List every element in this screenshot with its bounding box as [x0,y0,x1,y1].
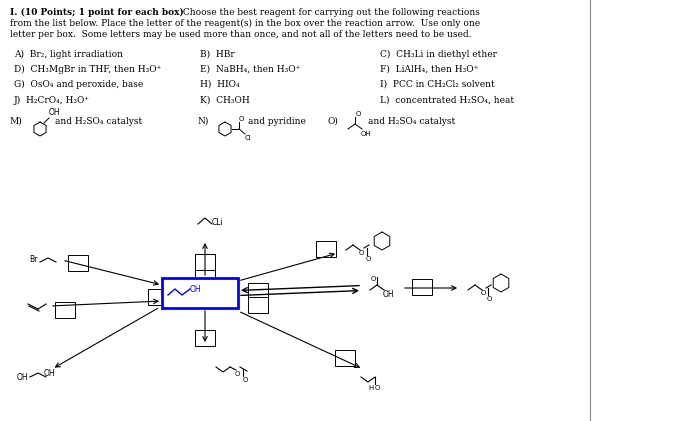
Text: O: O [356,111,361,117]
Text: F)  LiAlH₄, then H₃O⁺: F) LiAlH₄, then H₃O⁺ [380,65,478,74]
Text: Br: Br [29,256,38,264]
Text: OH: OH [16,373,28,382]
Text: H: H [369,385,374,391]
Text: O: O [370,276,376,282]
Bar [412,279,432,295]
Text: and H₂SO₄ catalyst: and H₂SO₄ catalyst [368,117,455,126]
Text: I. (10 Points; 1 point for each box): I. (10 Points; 1 point for each box) [10,8,183,17]
Bar [316,241,336,257]
Text: OH: OH [49,108,61,117]
Text: O): O) [327,117,338,126]
Text: OH: OH [361,131,372,137]
Text: Cl: Cl [245,135,252,141]
Text: N): N) [197,117,209,126]
Text: Choose the best reagent for carrying out the following reactions: Choose the best reagent for carrying out… [180,8,480,17]
Bar [195,330,215,346]
Text: C)  CH₃Li in diethyl ether: C) CH₃Li in diethyl ether [380,50,497,59]
Text: O: O [359,250,365,256]
Text: CLi: CLi [212,218,224,227]
Text: OH: OH [383,290,395,299]
Text: O: O [239,116,244,122]
Bar [248,297,268,313]
Text: M): M) [10,117,22,126]
Text: O: O [481,290,486,296]
Text: L)  concentrated H₂SO₄, heat: L) concentrated H₂SO₄, heat [380,96,514,105]
Text: E)  NaBH₄, then H₃O⁺: E) NaBH₄, then H₃O⁺ [200,65,300,74]
Text: B)  HBr: B) HBr [200,50,235,59]
Bar [248,283,268,299]
Text: D)  CH₃MgBr in THF, then H₃O⁺: D) CH₃MgBr in THF, then H₃O⁺ [14,65,162,74]
Text: H)  HIO₄: H) HIO₄ [200,80,239,89]
Bar [162,278,238,308]
Text: J)  H₂CrO₄, H₃O⁺: J) H₂CrO₄, H₃O⁺ [14,96,90,105]
Text: O: O [487,296,492,302]
Text: letter per box.  Some letters may be used more than once, and not all of the let: letter per box. Some letters may be used… [10,30,472,39]
Bar [148,289,168,305]
Bar [55,302,75,318]
Bar [335,350,355,366]
Text: G)  OsO₄ and peroxide, base: G) OsO₄ and peroxide, base [14,80,144,89]
Text: O: O [375,385,380,391]
Text: and pyridine: and pyridine [248,117,306,126]
Text: O: O [235,371,240,377]
Text: and H₂SO₄ catalyst: and H₂SO₄ catalyst [55,117,142,126]
Text: O: O [243,377,248,383]
Text: O: O [366,256,372,262]
Text: A)  Br₂, light irradiation: A) Br₂, light irradiation [14,50,123,59]
Bar [195,254,215,270]
Text: I)  PCC in CH₂Cl₂ solvent: I) PCC in CH₂Cl₂ solvent [380,80,495,89]
Text: OH: OH [44,369,55,378]
Text: K)  CH₃OH: K) CH₃OH [200,96,250,105]
Bar [68,255,88,271]
Bar [195,270,215,286]
Text: OH: OH [190,285,202,293]
Text: from the list below. Place the letter of the reagent(s) in the box over the reac: from the list below. Place the letter of… [10,19,480,28]
